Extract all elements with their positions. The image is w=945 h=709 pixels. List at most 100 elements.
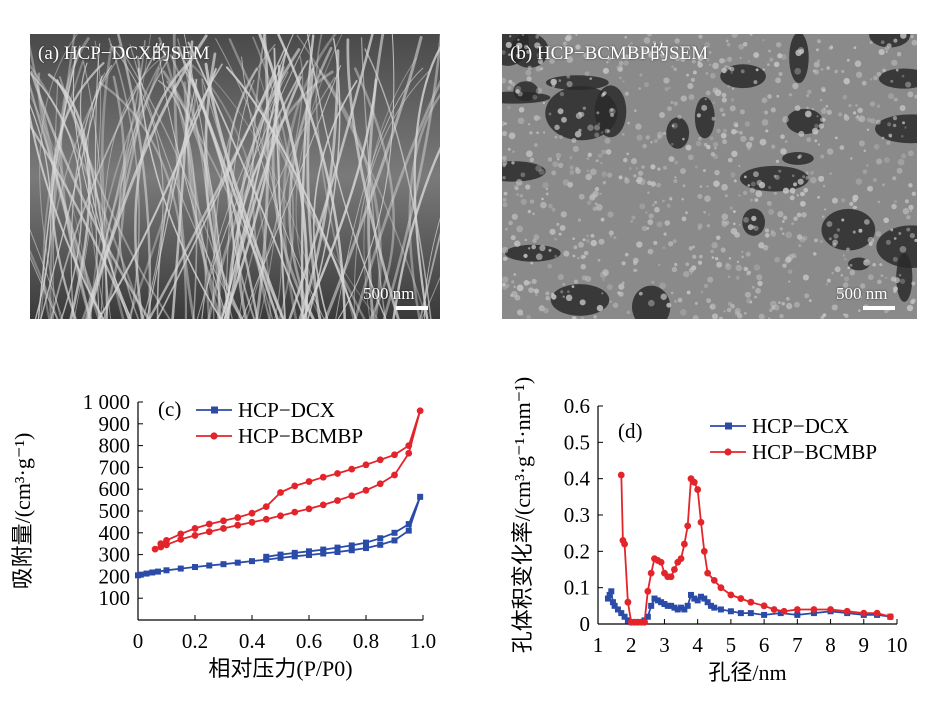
data-point [137,571,144,578]
data-point [277,489,284,496]
data-point [609,599,616,606]
data-point [248,518,256,526]
x-tick-label: 10 [887,633,908,657]
legend-entry: HCP−DCX [710,414,849,438]
data-point [604,595,611,602]
data-point [143,570,150,577]
data-point [334,544,341,551]
data-point [608,588,615,595]
y-axis-title: 孔体积变化率/(cm³·g⁻¹·nm⁻¹) [510,377,535,653]
data-point [377,541,384,548]
chart-c-adsorption-isotherm: 0 0.2 0.4 0.6 0.8 1.0 100200300400500600700800… [10,390,436,681]
data-point [234,559,241,566]
legend-entry: HCP−BCMBP [710,440,877,464]
data-point [794,611,801,618]
data-point [671,604,678,611]
data-point [694,597,701,604]
data-point [711,604,718,611]
data-point [717,606,724,613]
data-point [793,606,801,613]
data-point [320,550,327,557]
data-point [363,539,369,546]
data-point [710,577,718,584]
data-point [376,480,384,488]
sem-image-b: (b) HCP−BCMBP的SEM 500 nm [502,34,917,319]
legend-entry: HCP−DCX [196,398,335,422]
legend-entry: HCP−BCMBP [196,424,363,448]
data-point [770,606,778,613]
x-tick-label: 1 [593,633,604,657]
data-point [624,598,632,606]
data-point [641,618,648,626]
scale-bar-label-a: 500 nm [363,284,415,303]
data-point [810,610,817,617]
data-point [191,532,199,539]
data-point [291,482,299,490]
data-point [362,461,370,469]
y-tick-label: 700 [99,455,131,479]
data-point [704,599,711,606]
data-point [647,569,655,577]
data-point [644,613,651,620]
data-point [621,613,628,620]
x-axis-title: 孔径/nm [708,660,786,685]
data-point [860,609,868,617]
data-point [405,527,412,534]
data-point [648,602,655,609]
data-point [694,486,702,493]
y-tick-label: 500 [99,499,131,523]
data-point [664,602,671,609]
scale-bar-b [863,306,895,310]
x-tick-label: 9 [859,633,870,657]
data-point [667,573,675,581]
legend-marker [724,448,732,456]
data-point [376,456,384,464]
data-point [291,553,298,560]
data-point [405,449,413,457]
series-hcp-bcmbp [151,407,424,553]
data-point [291,508,299,516]
data-point [334,470,341,477]
data-point [674,606,681,613]
y-tick-label: 0.1 [564,576,590,600]
x-tick-label: 0.4 [239,629,266,653]
data-point [334,548,341,555]
data-point [248,509,256,517]
data-point [163,567,170,574]
legend-label: HCP−BCMBP [238,424,363,448]
data-point [177,535,185,543]
data-point [747,598,755,606]
data-point [700,547,708,555]
data-point [717,584,725,592]
data-point [684,522,692,530]
legend-marker [211,406,218,414]
data-point [747,610,754,617]
legend-label: HCP−DCX [238,398,335,422]
data-point [277,554,284,561]
data-point [177,530,185,538]
data-point [234,514,242,521]
data-point [362,486,370,494]
y-tick-label: 0.5 [564,430,590,454]
series-hcp-bcmbp [617,471,894,626]
data-point [405,442,413,449]
y-axis-title: 吸附量/(cm³·g⁻¹) [10,433,35,590]
data-point [777,610,784,617]
data-point [206,562,213,569]
data-point [306,548,312,555]
x-tick-label: 4 [692,633,703,657]
data-point [737,595,745,602]
y-tick-label: 900 [99,412,131,436]
data-point [621,540,628,548]
data-point [205,520,213,528]
sem-porous-texture [502,34,917,319]
data-point [220,525,227,532]
y-tick-label: 600 [99,477,131,501]
data-point [611,602,618,609]
legend-marker [725,422,732,430]
data-point [680,540,688,548]
x-tick-label: 3 [659,633,670,657]
x-axis-title: 相对压力(P/P0) [208,656,352,681]
data-point [249,558,255,565]
data-point [405,521,412,528]
